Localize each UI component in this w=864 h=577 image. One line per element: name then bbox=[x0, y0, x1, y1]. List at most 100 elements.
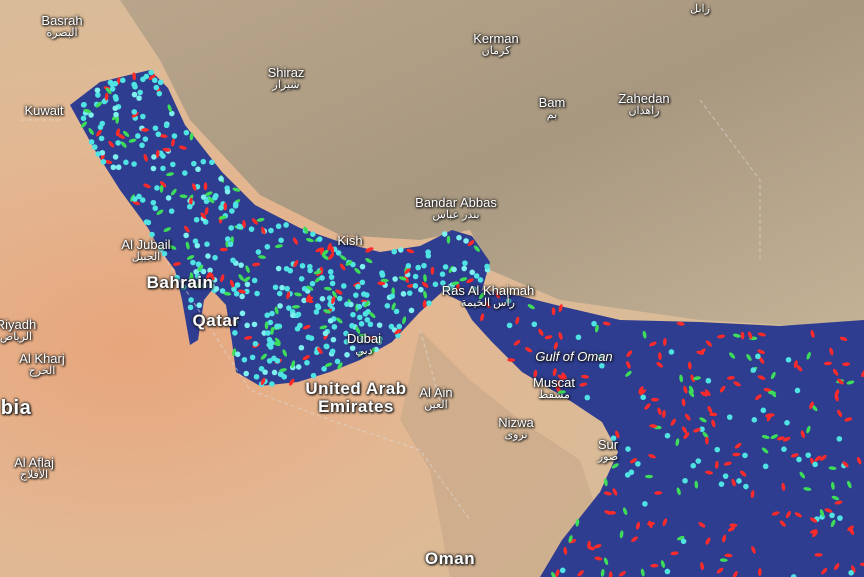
place-native: شيراز bbox=[272, 78, 300, 91]
ship-marker bbox=[195, 166, 201, 173]
place-native: البصرة bbox=[46, 26, 78, 39]
ship-marker bbox=[412, 283, 419, 289]
ship-marker bbox=[349, 345, 356, 351]
ship-markers bbox=[80, 69, 864, 577]
ship-marker bbox=[681, 426, 688, 434]
ship-marker bbox=[676, 321, 685, 326]
place-label: Ras Al Khaimah رأس الخيمة bbox=[442, 284, 535, 309]
ship-marker bbox=[568, 535, 573, 543]
ship-marker bbox=[600, 568, 605, 577]
ship-marker bbox=[218, 215, 227, 220]
ship-marker bbox=[272, 341, 281, 347]
ship-marker bbox=[525, 347, 533, 353]
ship-marker bbox=[258, 255, 266, 259]
ship-marker bbox=[171, 138, 175, 147]
ship-marker bbox=[442, 264, 449, 270]
ship-marker bbox=[80, 121, 88, 128]
ship-marker bbox=[359, 263, 366, 270]
place-native: مسقط bbox=[538, 388, 570, 401]
ship-marker bbox=[232, 203, 239, 209]
ship-marker bbox=[228, 225, 234, 231]
ship-marker bbox=[100, 158, 107, 165]
ship-marker bbox=[478, 292, 485, 300]
ship-marker bbox=[626, 350, 633, 358]
ship-marker bbox=[328, 253, 335, 260]
ship-marker bbox=[716, 567, 724, 574]
ship-marker bbox=[260, 377, 266, 386]
ship-marker bbox=[208, 197, 215, 204]
ship-marker bbox=[466, 278, 474, 284]
ship-marker bbox=[243, 370, 250, 377]
ship-marker bbox=[112, 80, 119, 87]
ship-marker bbox=[837, 515, 843, 521]
place-label: Al Jubail الجبيل bbox=[121, 238, 170, 263]
ship-marker bbox=[229, 208, 235, 214]
ship-marker bbox=[702, 431, 709, 439]
ship-marker bbox=[109, 86, 116, 92]
ship-marker bbox=[392, 276, 398, 282]
ship-marker bbox=[842, 362, 851, 367]
ship-marker bbox=[400, 291, 407, 297]
ship-marker bbox=[824, 508, 833, 513]
ship-marker bbox=[639, 389, 646, 396]
ship-marker bbox=[484, 301, 491, 308]
ship-marker bbox=[594, 556, 603, 561]
ship-marker bbox=[314, 303, 321, 309]
ship-marker bbox=[339, 263, 346, 271]
ship-marker bbox=[179, 145, 187, 150]
place-name: Al Aflaj bbox=[14, 455, 54, 470]
ship-marker bbox=[688, 385, 694, 394]
place-name: Sur bbox=[597, 437, 619, 452]
place-name: Gulf of Oman bbox=[535, 349, 613, 364]
ship-marker bbox=[384, 302, 391, 309]
ship-marker bbox=[261, 226, 266, 235]
ship-marker bbox=[369, 312, 376, 319]
ship-marker bbox=[329, 280, 336, 287]
ship-marker bbox=[405, 263, 412, 269]
ship-marker bbox=[847, 480, 852, 489]
ship-marker bbox=[291, 360, 296, 369]
ship-marker bbox=[319, 275, 325, 281]
ship-marker bbox=[421, 281, 429, 288]
ship-marker bbox=[264, 321, 269, 330]
ship-marker bbox=[302, 355, 310, 361]
ship-marker bbox=[83, 108, 92, 113]
ship-marker bbox=[94, 87, 101, 94]
ship-marker bbox=[292, 304, 300, 309]
ship-marker bbox=[693, 376, 701, 381]
ship-marker bbox=[278, 237, 284, 244]
ship-marker bbox=[187, 304, 194, 311]
ship-marker bbox=[189, 132, 194, 141]
ship-marker bbox=[658, 352, 662, 361]
ship-marker bbox=[718, 481, 725, 487]
place-label: Oman bbox=[425, 550, 475, 568]
place-name: Dubai bbox=[347, 331, 381, 346]
ship-marker bbox=[391, 302, 396, 311]
ship-marker bbox=[376, 322, 383, 328]
ship-marker bbox=[186, 203, 193, 210]
ship-marker bbox=[154, 185, 160, 191]
ship-marker bbox=[820, 454, 827, 461]
ship-marker bbox=[231, 286, 237, 292]
ship-marker bbox=[557, 379, 561, 388]
ship-marker bbox=[236, 223, 243, 230]
ship-marker bbox=[223, 202, 227, 211]
ship-marker bbox=[189, 275, 194, 284]
ship-marker bbox=[304, 359, 310, 366]
ship-marker bbox=[683, 385, 688, 394]
place-label: Al Ain العين bbox=[419, 386, 452, 411]
place-native: صور bbox=[597, 450, 619, 463]
ship-marker bbox=[683, 432, 690, 439]
ship-marker bbox=[343, 339, 350, 345]
ship-marker bbox=[515, 316, 520, 325]
place-label: Sur صور bbox=[598, 438, 618, 463]
ship-marker bbox=[356, 303, 363, 310]
ship-marker bbox=[313, 270, 322, 275]
ship-marker bbox=[467, 240, 475, 247]
ship-marker bbox=[732, 452, 741, 457]
place-native: زابل bbox=[690, 3, 710, 15]
ship-marker bbox=[122, 130, 130, 137]
ship-marker bbox=[336, 295, 343, 302]
ship-marker bbox=[262, 369, 268, 375]
ship-marker bbox=[132, 196, 138, 202]
